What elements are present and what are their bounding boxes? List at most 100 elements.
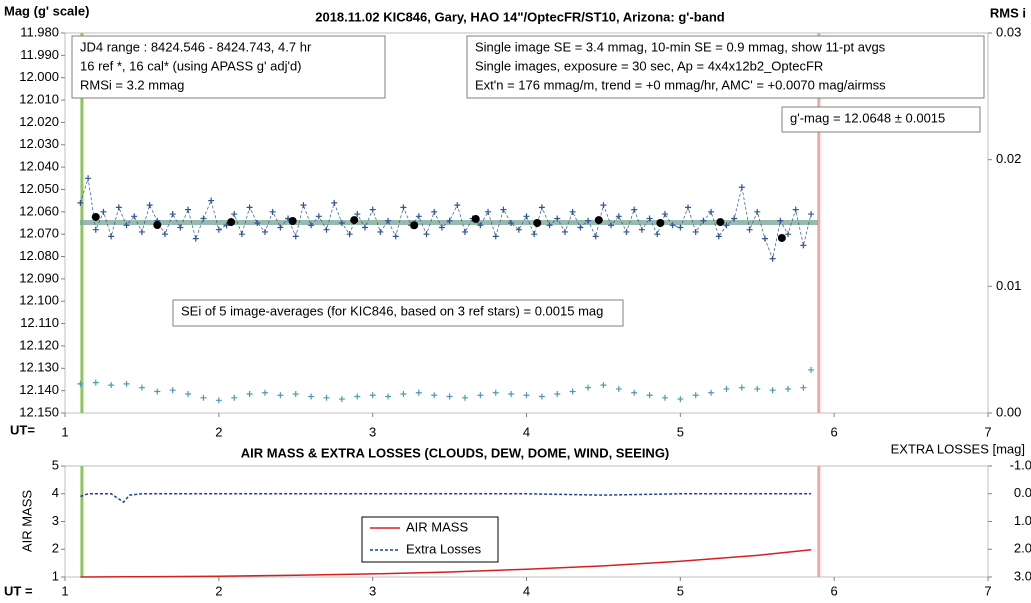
point bbox=[269, 208, 276, 215]
point bbox=[546, 222, 553, 229]
x-tick-label: 4 bbox=[523, 424, 530, 439]
point bbox=[415, 389, 422, 396]
point bbox=[661, 211, 668, 218]
y2-tick-label: 1.0 bbox=[1014, 513, 1031, 528]
point bbox=[385, 217, 392, 224]
y2-tick-label: 3.0 bbox=[1014, 568, 1031, 583]
point bbox=[646, 215, 653, 222]
average-point bbox=[410, 221, 419, 230]
x-tick-label: 3 bbox=[369, 424, 376, 439]
y-tick-label: 12.020 bbox=[19, 114, 59, 129]
point bbox=[169, 211, 176, 218]
point bbox=[769, 387, 776, 394]
annotation-text: Ext'n = 176 mmag/m, trend = +0 mmag/hr, … bbox=[475, 77, 886, 92]
point bbox=[431, 392, 438, 399]
x-tick-label: 7 bbox=[984, 424, 991, 439]
series-line bbox=[80, 493, 812, 504]
point bbox=[246, 204, 253, 211]
point bbox=[708, 208, 715, 215]
point bbox=[600, 382, 607, 389]
point bbox=[108, 233, 115, 240]
y2-tick-label: 0.0 bbox=[1014, 485, 1031, 500]
point bbox=[661, 394, 668, 401]
legend-box bbox=[361, 516, 499, 563]
point bbox=[485, 208, 492, 215]
y-axis-label: AIR MASS bbox=[19, 490, 34, 552]
plot-frame bbox=[64, 465, 989, 578]
x-tick-label: 1 bbox=[61, 583, 68, 598]
y-tick-label: 12.100 bbox=[19, 293, 59, 308]
x-tick-label: 6 bbox=[831, 424, 838, 439]
point bbox=[208, 197, 215, 204]
point bbox=[77, 199, 84, 206]
point bbox=[577, 224, 584, 231]
point bbox=[100, 208, 107, 215]
point bbox=[146, 202, 153, 209]
point bbox=[92, 379, 99, 386]
point bbox=[785, 385, 792, 392]
point bbox=[354, 393, 361, 400]
point bbox=[500, 206, 507, 213]
annotation-text: SEi of 5 image-averages (for KIC846, bas… bbox=[181, 303, 603, 318]
point bbox=[677, 224, 684, 231]
point bbox=[108, 382, 115, 389]
point bbox=[277, 392, 284, 399]
point bbox=[400, 204, 407, 211]
point bbox=[538, 393, 545, 400]
annotation-text: RMSi = 3.2 mmag bbox=[80, 77, 184, 92]
point bbox=[261, 228, 268, 235]
point bbox=[723, 222, 730, 229]
point bbox=[508, 391, 515, 397]
point bbox=[385, 393, 392, 400]
y2-axis-label: EXTRA LOSSES [mag] bbox=[891, 441, 1025, 456]
point bbox=[754, 208, 761, 215]
point bbox=[808, 366, 815, 373]
point bbox=[646, 392, 653, 399]
y-tick-label: 12.140 bbox=[19, 382, 59, 397]
point bbox=[585, 384, 592, 391]
point bbox=[292, 233, 299, 240]
point bbox=[392, 233, 399, 240]
point bbox=[700, 217, 707, 224]
point bbox=[492, 233, 499, 240]
series bbox=[80, 549, 812, 578]
point bbox=[608, 222, 615, 229]
legend-label: AIR MASS bbox=[406, 519, 468, 534]
point bbox=[446, 393, 453, 400]
y-tick-label: 11.980 bbox=[20, 24, 59, 39]
point bbox=[461, 394, 468, 401]
x-tick-label: 6 bbox=[831, 583, 838, 598]
point bbox=[415, 213, 422, 220]
point bbox=[538, 204, 545, 211]
point bbox=[300, 202, 307, 209]
point bbox=[515, 226, 522, 233]
point bbox=[792, 206, 799, 213]
point bbox=[161, 231, 168, 238]
point bbox=[323, 394, 330, 401]
point bbox=[554, 391, 561, 397]
point bbox=[638, 226, 645, 233]
point bbox=[761, 235, 768, 242]
y-tick-label: 12.090 bbox=[19, 270, 59, 285]
point bbox=[261, 389, 268, 396]
point bbox=[92, 226, 99, 233]
average-point bbox=[350, 216, 359, 225]
point bbox=[369, 392, 376, 399]
point bbox=[523, 392, 530, 399]
point bbox=[215, 397, 222, 404]
series-line bbox=[80, 549, 812, 578]
point bbox=[277, 224, 284, 231]
y2-tick-label: 2.0 bbox=[1014, 541, 1031, 556]
point bbox=[623, 228, 630, 235]
y2-axis-label: RMS i bbox=[990, 5, 1026, 20]
series bbox=[80, 493, 812, 504]
x-tick-label: 7 bbox=[984, 583, 991, 598]
x-axis-label: UT = bbox=[4, 583, 33, 598]
point bbox=[746, 226, 753, 233]
point bbox=[354, 211, 361, 218]
point bbox=[200, 394, 207, 401]
point bbox=[808, 211, 815, 218]
point bbox=[715, 233, 722, 240]
point bbox=[85, 175, 92, 182]
point bbox=[123, 380, 130, 387]
